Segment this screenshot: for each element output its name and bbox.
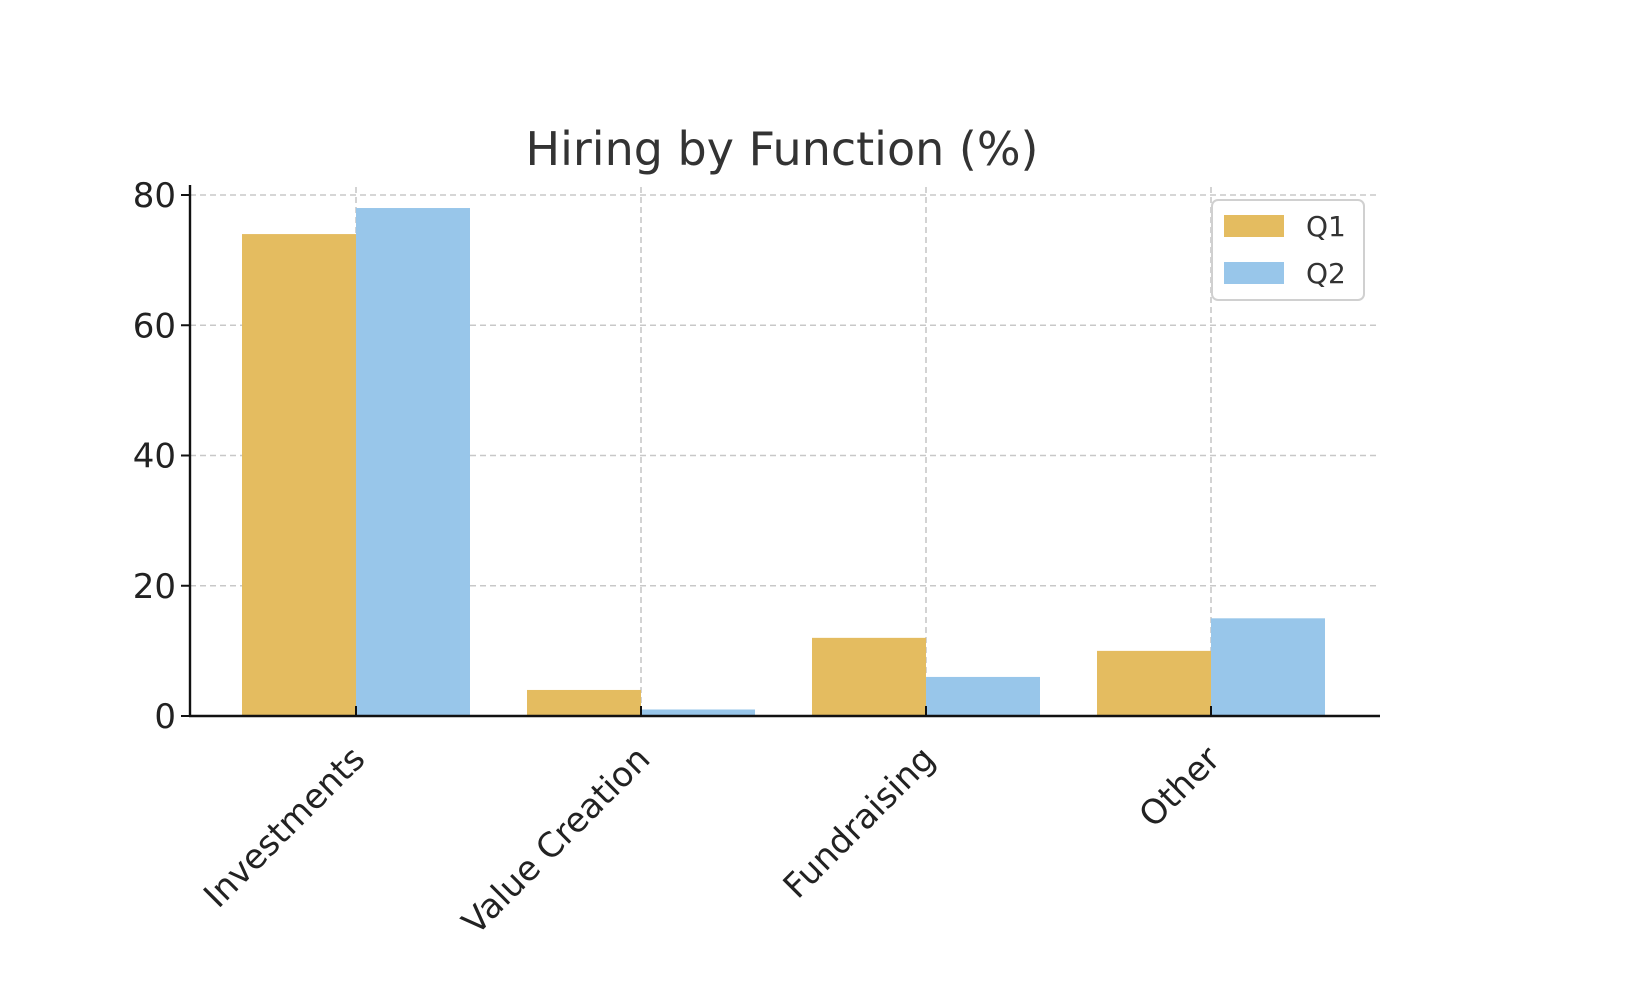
- legend-swatch-q1: [1224, 215, 1284, 237]
- y-tick-label-0: 0: [154, 697, 176, 737]
- legend-label-q1: Q1: [1306, 210, 1346, 243]
- legend-swatch-q2: [1224, 262, 1284, 284]
- bar-q2-other: [1211, 618, 1325, 716]
- x-tick-label-3: Other: [1132, 739, 1229, 836]
- chart-title: Hiring by Function (%): [526, 122, 1039, 176]
- bar-q2-fundraising: [926, 676, 1040, 716]
- axes: [181, 185, 1380, 718]
- y-tick-label-3: 60: [133, 306, 176, 346]
- bar-q1-fundraising: [812, 637, 926, 716]
- y-tick-label-2: 40: [133, 437, 176, 477]
- bar-q2-value-creation: [641, 709, 755, 716]
- bar-q1-other: [1097, 650, 1211, 716]
- bars: [242, 208, 1325, 716]
- y-tick-label-4: 80: [133, 176, 176, 216]
- bar-q1-investments: [242, 234, 356, 716]
- legend-label-q2: Q2: [1306, 257, 1346, 290]
- bar-q2-investments: [356, 208, 470, 716]
- bar-q1-value-creation: [527, 689, 641, 716]
- y-tick-label-1: 20: [133, 567, 176, 607]
- x-tick-label-1: Value Creation: [455, 739, 659, 943]
- x-tick-label-2: Fundraising: [776, 739, 944, 907]
- x-tick-label-0: Investments: [196, 739, 373, 916]
